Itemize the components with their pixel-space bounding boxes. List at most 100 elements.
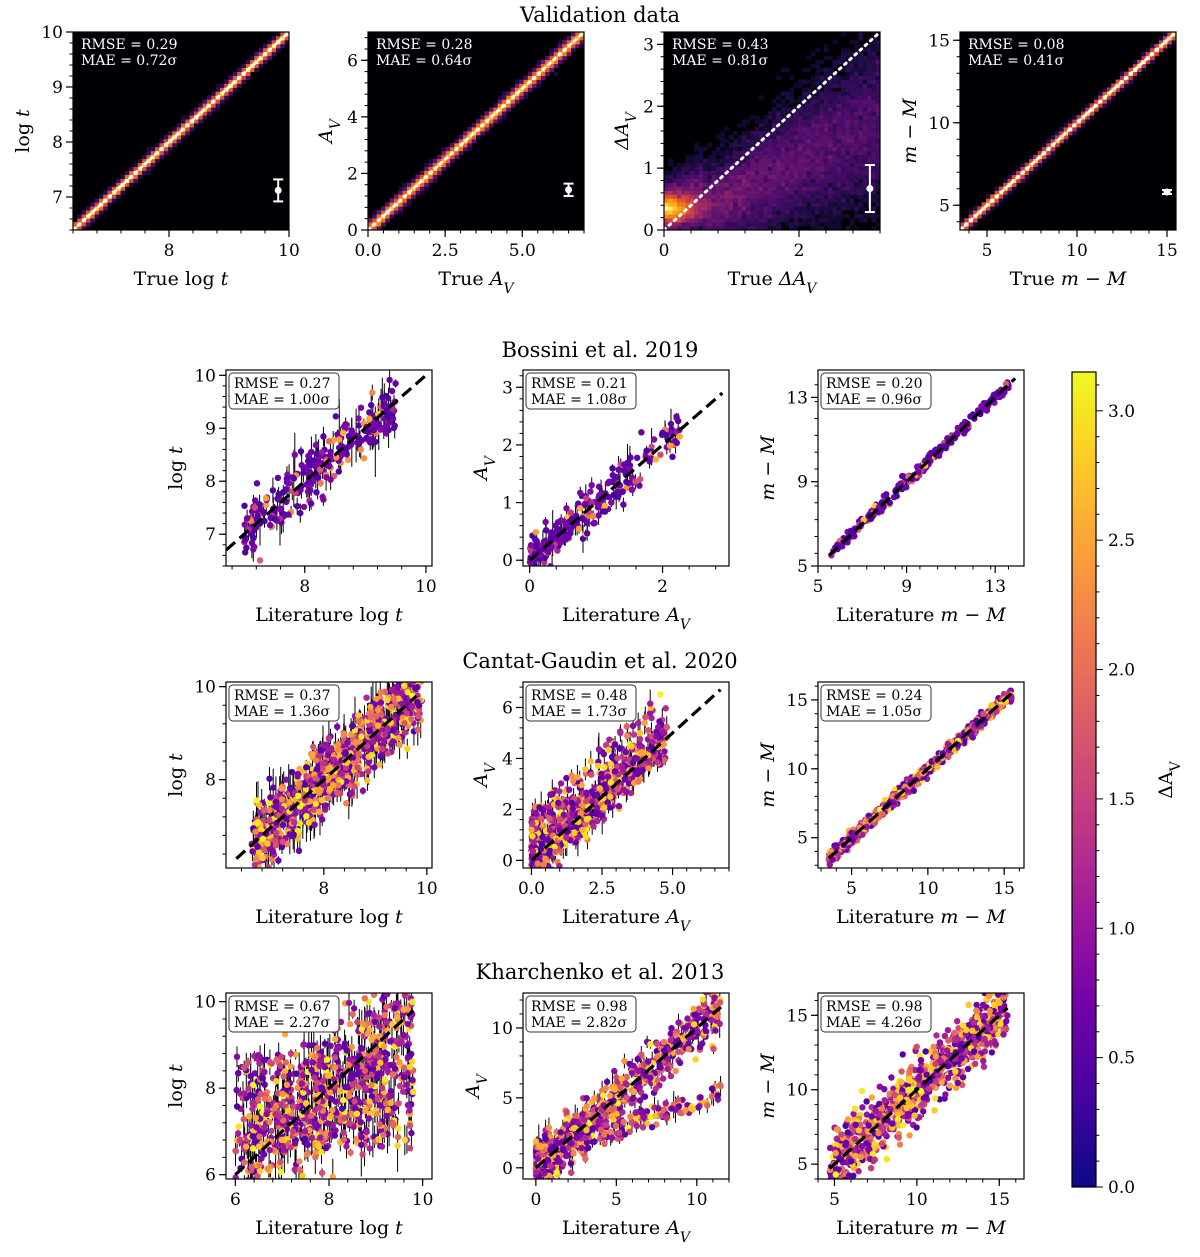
heatmap-cell <box>750 202 756 207</box>
heatmap-cell <box>828 83 833 88</box>
heatmap-cell <box>137 170 143 175</box>
heatmap-cell <box>854 83 859 88</box>
heatmap-cell <box>832 103 838 108</box>
heatmap-cell <box>450 158 455 164</box>
heatmap-cell <box>828 158 833 164</box>
heatmap-cell <box>685 174 691 179</box>
heatmap-cell <box>780 142 786 148</box>
heatmap-cell <box>441 150 447 156</box>
heatmap-cell <box>1085 103 1090 108</box>
heatmap-cell <box>797 134 803 140</box>
heatmap-cell <box>841 202 846 207</box>
heatmap-cell <box>845 142 851 148</box>
heatmap-cell <box>780 123 786 128</box>
plot-area-val-av <box>368 32 584 230</box>
heatmap-cell <box>802 190 807 195</box>
heatmap-cell <box>428 166 434 171</box>
heatmap-cell <box>1115 83 1121 88</box>
heatmap-cell <box>767 226 773 230</box>
heatmap-cell <box>720 210 725 215</box>
heatmap-cell <box>759 190 764 195</box>
heatmap-cell <box>789 95 794 100</box>
rmse-annotation: RMSE = 0.08 <box>968 37 1065 53</box>
heatmap-cell <box>871 47 877 53</box>
heatmap-cell <box>1115 79 1121 84</box>
heatmap-cell <box>176 138 182 144</box>
heatmap-cell <box>724 198 730 203</box>
heatmap-cell <box>871 95 877 100</box>
heatmap-cell <box>819 127 825 132</box>
data-point <box>276 505 283 513</box>
heatmap-cell <box>763 142 769 148</box>
heatmap-cell <box>849 71 855 76</box>
heatmap-cell <box>849 127 855 132</box>
heatmap-cell <box>776 182 782 187</box>
heatmap-cell <box>875 35 880 41</box>
heatmap-cell <box>797 123 803 128</box>
heatmap-cell <box>871 198 877 203</box>
data-point <box>576 505 584 512</box>
data-point <box>266 521 274 529</box>
heatmap-cell <box>733 222 738 227</box>
heatmap-cell <box>1115 87 1121 92</box>
heatmap-cell <box>862 91 868 96</box>
data-point <box>260 509 267 516</box>
heatmap-cell <box>694 214 699 219</box>
heatmap-cell <box>737 222 743 227</box>
x-tick-label: 5 <box>813 577 824 597</box>
heatmap-cell <box>715 222 721 227</box>
heatmap-cell <box>871 39 877 45</box>
heatmap-cell <box>258 47 264 53</box>
heatmap-cell <box>146 146 152 152</box>
heatmap-cell <box>772 214 777 219</box>
heatmap-cell <box>793 107 799 112</box>
heatmap-cell <box>767 127 773 132</box>
heatmap-cell <box>815 158 820 164</box>
heatmap-cell <box>836 194 842 199</box>
heatmap-cell <box>463 134 468 140</box>
heatmap-cell <box>858 142 864 148</box>
heatmap-cell <box>849 79 855 84</box>
data-point <box>348 427 355 434</box>
heatmap-cell <box>819 190 825 195</box>
heatmap-cell <box>832 166 838 171</box>
heatmap-cell <box>828 87 833 92</box>
heatmap-cell <box>772 123 777 128</box>
heatmap-cell <box>750 198 756 203</box>
heatmap-cell <box>488 119 494 124</box>
heatmap-cell <box>1141 63 1147 69</box>
heatmap-cell <box>823 43 829 49</box>
heatmap-cell <box>1141 51 1147 57</box>
heatmap-cell <box>815 131 820 136</box>
heatmap-cell <box>1046 154 1052 160</box>
heatmap-cell <box>862 123 868 128</box>
heatmap-cell <box>150 158 156 164</box>
heatmap-cell <box>849 174 855 179</box>
heatmap-cell <box>871 67 877 72</box>
heatmap-cell <box>506 95 511 100</box>
heatmap-cell <box>689 210 695 215</box>
heatmap-cell <box>232 75 238 80</box>
heatmap-cell <box>94 202 100 207</box>
heatmap-cell <box>676 210 682 215</box>
heatmap-cell <box>94 198 100 203</box>
heatmap-cell <box>815 47 820 53</box>
heatmap-cell <box>806 186 812 191</box>
heatmap-cell <box>875 67 880 72</box>
heatmap-cell <box>849 87 855 92</box>
y-tick-label: 3 <box>502 378 513 398</box>
heatmap-cell <box>685 190 691 195</box>
heatmap-cell <box>707 202 712 207</box>
heatmap-cell <box>836 59 842 65</box>
heatmap-cell <box>858 119 864 124</box>
heatmap-cell <box>689 206 695 211</box>
heatmap-cell <box>146 166 152 171</box>
heatmap-cell <box>802 111 807 116</box>
heatmap-cell <box>823 162 829 168</box>
heatmap-cell <box>867 47 872 53</box>
heatmap-cell <box>793 99 799 104</box>
heatmap-cell <box>168 146 173 152</box>
heatmap-cell <box>702 158 708 164</box>
heatmap-cell <box>867 111 872 116</box>
plot-area-val-mM <box>960 32 1176 230</box>
